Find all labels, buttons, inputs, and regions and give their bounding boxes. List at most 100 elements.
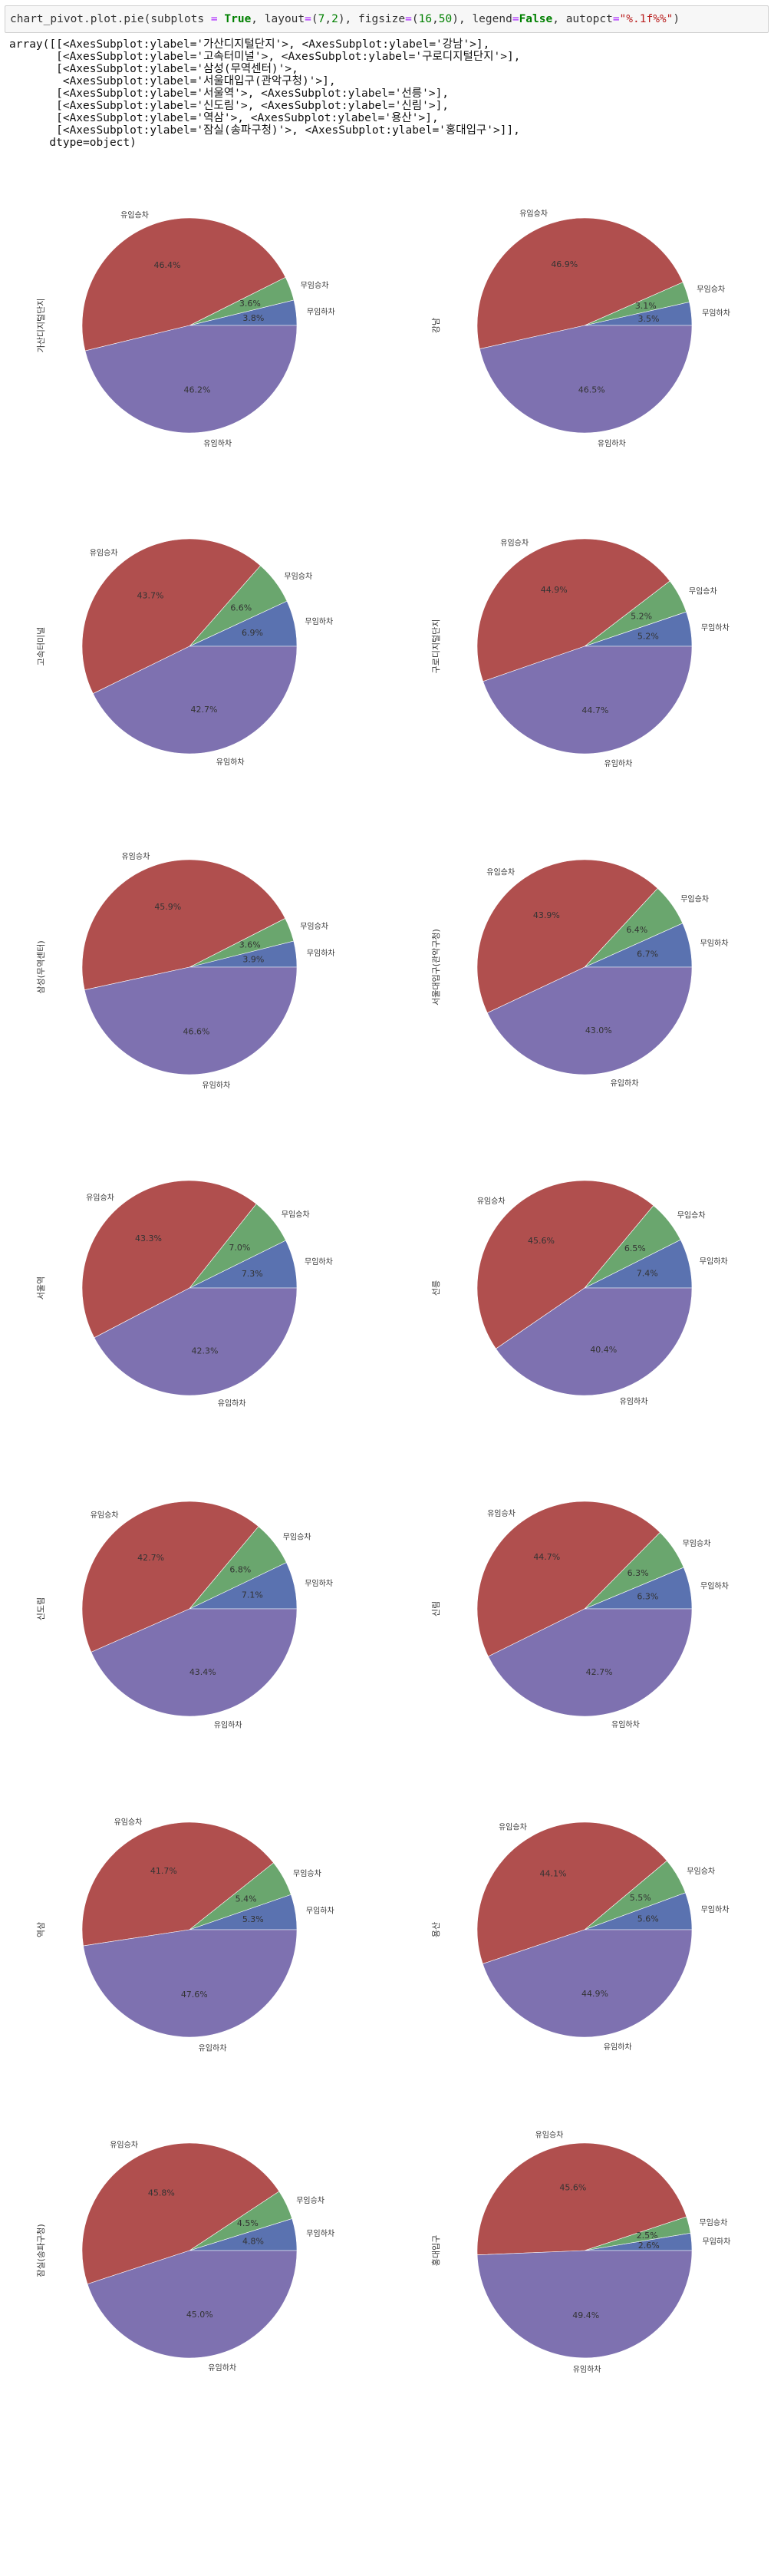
pct-label: 3.8% xyxy=(242,313,264,323)
pct-label: 5.6% xyxy=(637,1914,659,1924)
slice-label: 유임하차 xyxy=(199,2043,227,2053)
pct-label: 3.6% xyxy=(239,940,261,950)
slice-label: 무임하차 xyxy=(307,307,335,317)
pie-slice xyxy=(81,1501,259,1653)
subplot-ylabel: 서울대입구(관악구청) xyxy=(431,929,441,1006)
code-token: True xyxy=(224,13,252,25)
pct-label: 6.3% xyxy=(637,1592,658,1602)
pct-label: 7.3% xyxy=(242,1269,263,1279)
pct-label: 42.7% xyxy=(137,1553,164,1563)
code-token: , autopct xyxy=(552,13,613,25)
pct-label: 6.4% xyxy=(626,925,647,935)
pie-slice xyxy=(476,1180,654,1349)
subplot-ylabel: 고속터미널 xyxy=(36,627,46,666)
pct-label: 41.7% xyxy=(150,1866,177,1876)
pct-label: 5.4% xyxy=(236,1894,257,1904)
slice-label: 유임하차 xyxy=(611,1719,640,1729)
pct-label: 6.6% xyxy=(230,603,252,613)
pct-label: 5.2% xyxy=(637,631,659,641)
pct-label: 49.4% xyxy=(572,2310,599,2320)
slice-label: 무임승차 xyxy=(697,284,725,294)
slice-label: 무임승차 xyxy=(683,1538,711,1548)
slice-label: 무임하차 xyxy=(701,1904,730,1914)
code-token: ), legend xyxy=(452,13,512,25)
code-token: 16 xyxy=(418,13,433,25)
pie-slice xyxy=(476,2142,687,2256)
pct-label: 43.4% xyxy=(189,1667,216,1677)
code-token: ( xyxy=(411,13,419,25)
slice-label: 유임승차 xyxy=(86,1192,114,1202)
slice-label: 유임승차 xyxy=(90,548,118,558)
slice-label: 무임하차 xyxy=(700,1581,729,1591)
slice-label: 유임승차 xyxy=(500,537,529,547)
slice-label: 무임승차 xyxy=(700,2218,728,2228)
subplot-ylabel: 신도림 xyxy=(36,1597,46,1620)
slice-label: 유임승차 xyxy=(120,210,149,220)
slice-label: 무임하차 xyxy=(700,938,729,948)
pie-slice xyxy=(83,1929,298,2038)
slice-label: 무임하차 xyxy=(305,1257,333,1267)
pie-subplot: 무임하차 7.1% 무임승차 6.8% 유임승차 42.7% 유임하차 43.4% 신도림 xyxy=(36,1501,333,1730)
slice-label: 유임승차 xyxy=(486,867,515,877)
pct-label: 2.5% xyxy=(637,2231,658,2241)
slice-label: 유임하차 xyxy=(218,1399,246,1409)
slice-label: 유임승차 xyxy=(110,2139,138,2149)
pie-slice xyxy=(476,2250,693,2359)
code-token: ) xyxy=(673,13,680,25)
pie-slice xyxy=(476,217,684,349)
code-token: 50 xyxy=(438,13,453,25)
slice-label: 무임하차 xyxy=(703,2236,731,2246)
code-cell[interactable]: chart_pivot.plot.pie(subplots = True, la… xyxy=(5,5,769,33)
pie-subplot: 무임하차 6.9% 무임승차 6.6% 유임승차 43.7% 유임하차 42.7% 고속터미널 xyxy=(36,538,333,767)
pie-slice xyxy=(476,1501,660,1657)
pct-label: 40.4% xyxy=(590,1345,617,1355)
pie-slice xyxy=(476,538,670,682)
pie-subplot: 무임하차 3.9% 무임승차 3.6% 유임승차 45.9% 유임하차 46.6% 삼성(무역센… xyxy=(36,851,335,1090)
code-token: chart_pivot.plot.pie(subplots xyxy=(10,13,211,25)
pct-label: 45.9% xyxy=(154,902,181,912)
slice-label: 무임승차 xyxy=(293,1868,321,1878)
pct-label: 4.5% xyxy=(237,2218,259,2228)
pie-slice xyxy=(482,1929,693,2038)
slice-label: 무임하차 xyxy=(307,948,335,958)
slice-label: 유임하차 xyxy=(604,2042,632,2052)
pct-label: 6.7% xyxy=(637,949,658,959)
slice-label: 무임승차 xyxy=(689,586,717,596)
subplot-ylabel: 가산디지털단지 xyxy=(36,299,46,353)
pct-label: 44.1% xyxy=(540,1869,567,1879)
pie-subplot: 무임하차 5.3% 무임승차 5.4% 유임승차 41.7% 유임하차 47.6% 역삼 xyxy=(36,1817,334,2053)
slice-label: 유임하차 xyxy=(611,1078,639,1088)
slice-label: 무임승차 xyxy=(677,1210,706,1220)
pct-label: 44.9% xyxy=(541,585,568,595)
pie-slice xyxy=(486,966,693,1075)
pie-subplot: 무임하차 7.4% 무임승차 6.5% 유임승차 45.6% 유임하차 40.4% 선릉 xyxy=(431,1180,728,1406)
slice-label: 유임하차 xyxy=(573,2364,601,2374)
code-token: = xyxy=(405,13,412,25)
pct-label: 2.6% xyxy=(638,2241,660,2251)
slice-label: 유임승차 xyxy=(519,209,548,219)
slice-label: 무임하차 xyxy=(306,1906,334,1916)
subplot-ylabel: 구로디지털단지 xyxy=(431,619,441,674)
pie-subplot: 무임하차 6.7% 무임승차 6.4% 유임승차 43.9% 유임하차 43.0% 서울대입구(… xyxy=(431,859,729,1088)
slice-label: 유임하차 xyxy=(202,1080,230,1090)
pie-slice xyxy=(81,859,286,991)
pie-slice xyxy=(483,646,693,755)
subplot-ylabel: 신림 xyxy=(431,1601,441,1617)
slice-label: 유임하차 xyxy=(604,758,633,768)
pct-label: 6.9% xyxy=(242,628,263,638)
pct-label: 4.8% xyxy=(242,2236,264,2246)
code-token: = xyxy=(512,13,519,25)
pie-subplot: 무임하차 2.6% 무임승차 2.5% 유임승차 45.6% 유임하차 49.4% 홍대입구 xyxy=(430,2130,730,2375)
subplot-ylabel: 잠실(송파구청) xyxy=(36,2224,46,2277)
code-token: , xyxy=(432,13,439,25)
pie-subplot: 무임하차 7.3% 무임승차 7.0% 유임승차 43.3% 유임하차 42.3% 서울역 xyxy=(36,1180,333,1409)
slice-label: 무임승차 xyxy=(283,1532,311,1542)
slice-label: 유임승차 xyxy=(535,2130,564,2140)
slice-label: 유임하차 xyxy=(208,2363,236,2373)
pct-label: 43.0% xyxy=(585,1025,612,1035)
pie-slice xyxy=(81,1180,257,1339)
pct-label: 45.0% xyxy=(186,2310,213,2320)
pct-label: 46.9% xyxy=(551,259,578,269)
slice-label: 무임승차 xyxy=(301,280,329,290)
